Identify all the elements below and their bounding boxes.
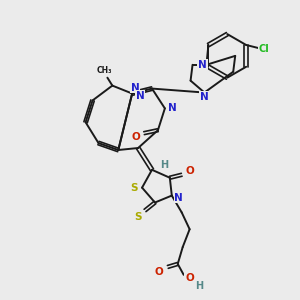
Text: S: S	[130, 183, 138, 193]
Text: S: S	[134, 212, 142, 222]
Text: N: N	[174, 193, 183, 202]
Text: O: O	[132, 132, 140, 142]
Text: N: N	[167, 103, 176, 113]
Text: O: O	[185, 166, 194, 176]
Text: O: O	[185, 273, 194, 283]
Text: N: N	[168, 103, 177, 113]
Text: N: N	[131, 82, 140, 93]
Text: N: N	[200, 92, 209, 101]
Text: CH₃: CH₃	[97, 66, 112, 75]
Text: O: O	[154, 267, 163, 277]
Text: N: N	[198, 60, 207, 70]
Text: H: H	[160, 160, 168, 170]
Text: H: H	[196, 281, 204, 291]
Text: N: N	[136, 91, 145, 100]
Text: Cl: Cl	[259, 44, 269, 54]
Text: N: N	[131, 82, 140, 93]
